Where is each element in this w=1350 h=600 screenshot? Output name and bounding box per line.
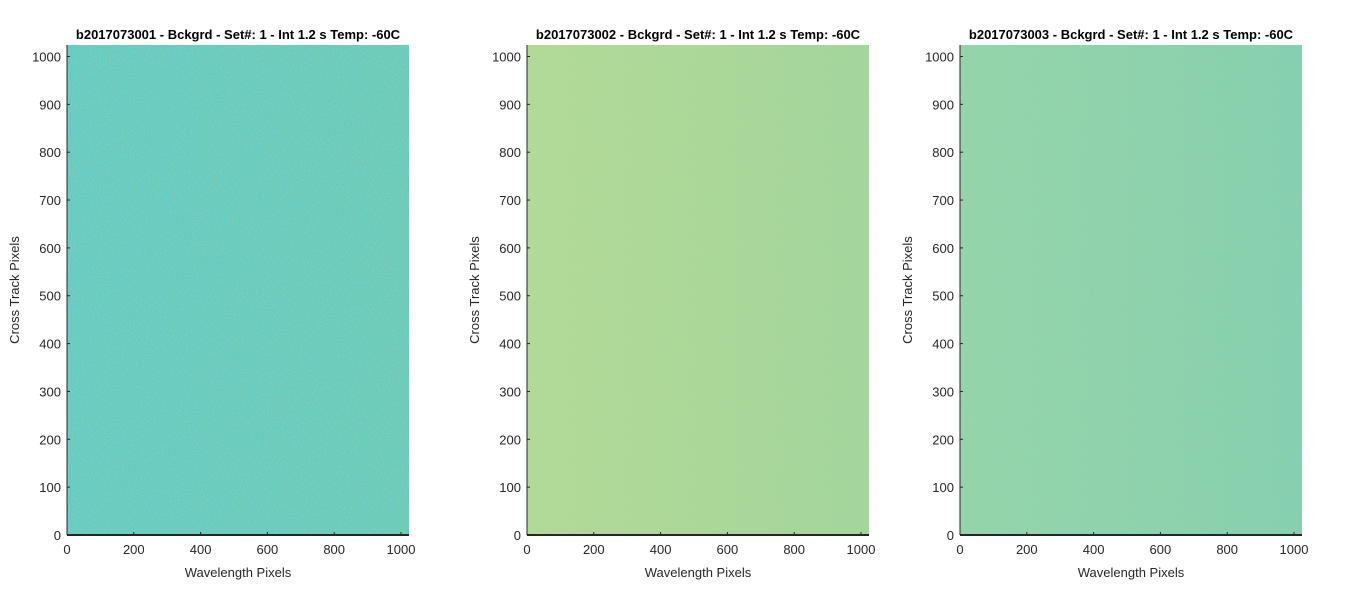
y-tick-label: 800 (39, 145, 61, 160)
y-tick-label: 600 (39, 241, 61, 256)
y-tick-label: 500 (499, 289, 521, 304)
y-tick-label: 600 (932, 241, 954, 256)
x-axis-label: Wavelength Pixels (645, 565, 752, 580)
y-tick-label: 200 (932, 432, 954, 447)
y-tick-label: 800 (499, 145, 521, 160)
y-tick-label: 0 (947, 528, 954, 543)
x-axis-label: Wavelength Pixels (185, 565, 292, 580)
heatmap-panel: b2017073003 - Bckgrd - Set#: 1 - Int 1.2… (900, 27, 1308, 580)
panel-title: b2017073002 - Bckgrd - Set#: 1 - Int 1.2… (536, 27, 861, 42)
y-tick-label: 300 (499, 384, 521, 399)
x-tick-label: 600 (717, 542, 739, 557)
y-axis-label: Cross Track Pixels (467, 236, 482, 344)
x-tick-label: 800 (783, 542, 805, 557)
x-tick-label: 600 (1150, 542, 1172, 557)
x-tick-label: 200 (583, 542, 605, 557)
panel-title: b2017073003 - Bckgrd - Set#: 1 - Int 1.2… (969, 27, 1294, 42)
y-tick-group: 0 100 200 300 400 500 600 700 800 900 1000 (925, 49, 963, 543)
heatmap-panel: b2017073002 - Bckgrd - Set#: 1 - Int 1.2… (467, 27, 875, 580)
x-tick-label: 1000 (1280, 542, 1309, 557)
y-tick-label: 700 (932, 193, 954, 208)
x-tick-label: 600 (257, 542, 279, 557)
y-tick-label: 900 (932, 97, 954, 112)
x-tick-label: 0 (63, 542, 70, 557)
y-tick-label: 0 (514, 528, 521, 543)
x-tick-label: 400 (1083, 542, 1105, 557)
x-tick-label: 0 (956, 542, 963, 557)
x-tick-label: 1000 (387, 542, 416, 557)
x-tick-label: 1000 (847, 542, 876, 557)
x-tick-group: 0 200 400 600 800 1000 (956, 532, 1308, 557)
y-tick-label: 1000 (492, 49, 521, 64)
x-tick-label: 200 (123, 542, 145, 557)
heatmap-gradient-layer (67, 45, 409, 535)
y-tick-label: 100 (932, 480, 954, 495)
y-tick-label: 600 (499, 241, 521, 256)
x-tick-label: 400 (650, 542, 672, 557)
y-tick-group: 0 100 200 300 400 500 600 700 800 900 1000 (32, 49, 70, 543)
heatmap-panel: b2017073001 - Bckgrd - Set#: 1 - Int 1.2… (7, 27, 415, 580)
y-tick-label: 900 (39, 97, 61, 112)
x-tick-label: 400 (190, 542, 212, 557)
y-tick-label: 300 (39, 384, 61, 399)
y-axis-label: Cross Track Pixels (900, 236, 915, 344)
y-tick-label: 200 (39, 432, 61, 447)
y-tick-label: 1000 (32, 49, 61, 64)
y-tick-label: 100 (499, 480, 521, 495)
y-tick-group: 0 100 200 300 400 500 600 700 800 900 1000 (492, 49, 530, 543)
heatmap-gradient-layer (527, 45, 869, 535)
y-tick-label: 500 (932, 289, 954, 304)
y-tick-label: 400 (932, 337, 954, 352)
y-tick-label: 800 (932, 145, 954, 160)
y-tick-label: 1000 (925, 49, 954, 64)
x-tick-label: 800 (323, 542, 345, 557)
y-tick-label: 100 (39, 480, 61, 495)
x-tick-label: 0 (523, 542, 530, 557)
y-tick-label: 400 (39, 337, 61, 352)
y-tick-label: 700 (39, 193, 61, 208)
x-axis-label: Wavelength Pixels (1078, 565, 1185, 580)
y-tick-label: 300 (932, 384, 954, 399)
x-tick-label: 800 (1216, 542, 1238, 557)
x-tick-label: 200 (1016, 542, 1038, 557)
y-tick-label: 200 (499, 432, 521, 447)
x-tick-group: 0 200 400 600 800 1000 (523, 532, 875, 557)
heatmap-gradient-layer (960, 45, 1302, 535)
x-tick-group: 0 200 400 600 800 1000 (63, 532, 415, 557)
y-tick-label: 0 (54, 528, 61, 543)
y-axis-label: Cross Track Pixels (7, 236, 22, 344)
y-tick-label: 400 (499, 337, 521, 352)
y-tick-label: 700 (499, 193, 521, 208)
panel-title: b2017073001 - Bckgrd - Set#: 1 - Int 1.2… (76, 27, 401, 42)
y-tick-label: 900 (499, 97, 521, 112)
y-tick-label: 500 (39, 289, 61, 304)
